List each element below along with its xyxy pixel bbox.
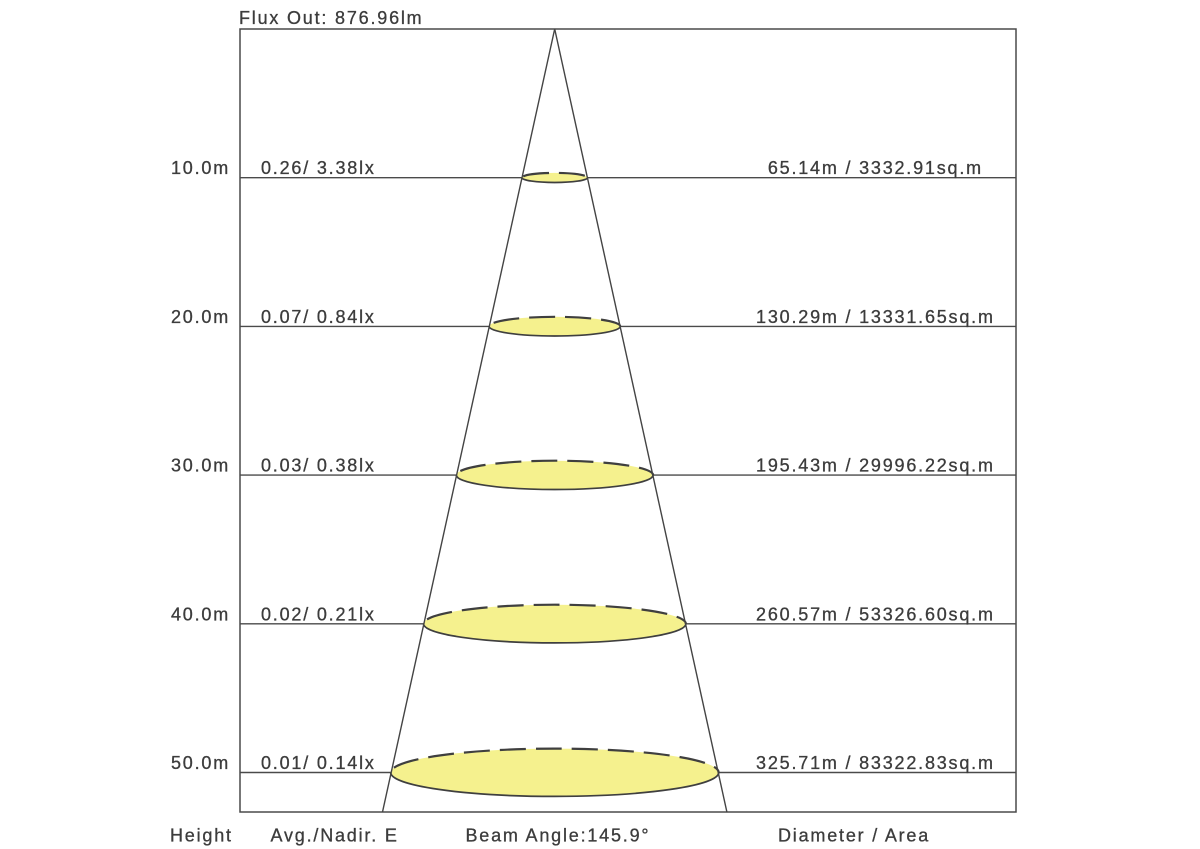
svg-text:195.43m / 29996.22sq.m: 195.43m / 29996.22sq.m: [756, 456, 995, 476]
svg-text:325.71m / 83322.83sq.m: 325.71m / 83322.83sq.m: [756, 753, 995, 773]
svg-text:10.0m: 10.0m: [171, 158, 230, 178]
svg-text:260.57m / 53326.60sq.m: 260.57m / 53326.60sq.m: [756, 604, 995, 624]
svg-text:0.03/ 0.38lx: 0.03/ 0.38lx: [261, 456, 376, 476]
svg-text:Avg./Nadir. E: Avg./Nadir. E: [271, 826, 399, 846]
svg-text:Flux Out: 876.96lm: Flux Out: 876.96lm: [239, 8, 423, 28]
svg-text:20.0m: 20.0m: [171, 307, 230, 327]
svg-text:Height: Height: [170, 826, 233, 846]
svg-text:0.01/ 0.14lx: 0.01/ 0.14lx: [261, 753, 376, 773]
svg-text:50.0m: 50.0m: [171, 753, 230, 773]
svg-text:0.07/ 0.84lx: 0.07/ 0.84lx: [261, 307, 376, 327]
svg-text:0.26/ 3.38lx: 0.26/ 3.38lx: [261, 158, 376, 178]
svg-text:65.14m / 3332.91sq.m: 65.14m / 3332.91sq.m: [768, 158, 983, 178]
svg-text:40.0m: 40.0m: [171, 604, 230, 624]
svg-text:130.29m / 13331.65sq.m: 130.29m / 13331.65sq.m: [756, 307, 995, 327]
svg-text:Diameter / Area: Diameter / Area: [778, 826, 930, 846]
svg-text:Beam Angle:145.9°: Beam Angle:145.9°: [466, 826, 651, 846]
svg-text:0.02/ 0.21lx: 0.02/ 0.21lx: [261, 604, 376, 624]
svg-text:30.0m: 30.0m: [171, 456, 230, 476]
